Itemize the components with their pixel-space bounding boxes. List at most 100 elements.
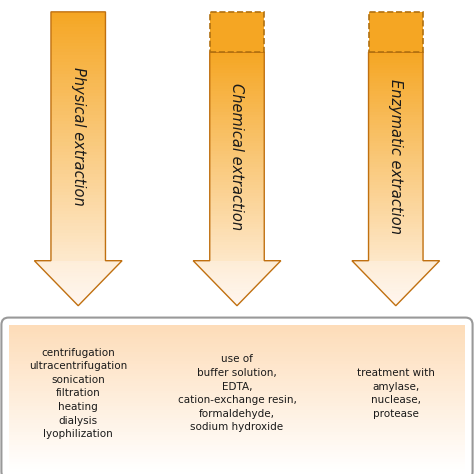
Bar	[368, 89, 423, 91]
Polygon shape	[65, 292, 91, 293]
Bar	[9, 376, 465, 379]
Bar	[210, 162, 264, 164]
Polygon shape	[234, 302, 240, 303]
Bar	[210, 99, 264, 102]
Bar	[51, 149, 106, 152]
Bar	[51, 255, 106, 257]
Polygon shape	[44, 270, 113, 271]
Bar	[51, 146, 106, 149]
Polygon shape	[365, 273, 427, 274]
Polygon shape	[215, 283, 259, 284]
Bar	[368, 97, 423, 99]
Bar	[210, 227, 264, 229]
Bar	[368, 57, 423, 60]
Bar	[9, 327, 465, 329]
Bar	[51, 130, 106, 133]
Bar	[368, 112, 423, 115]
Polygon shape	[371, 280, 421, 281]
Bar	[368, 60, 423, 63]
Polygon shape	[229, 298, 245, 299]
Polygon shape	[220, 288, 254, 289]
Bar	[368, 243, 423, 245]
Polygon shape	[194, 262, 280, 263]
Polygon shape	[224, 292, 250, 293]
Bar	[368, 143, 423, 146]
Bar	[9, 349, 465, 352]
Polygon shape	[372, 281, 420, 282]
Polygon shape	[53, 280, 103, 281]
Bar	[9, 445, 465, 447]
Bar	[9, 438, 465, 440]
Polygon shape	[206, 274, 268, 275]
Bar	[368, 63, 423, 65]
Bar	[210, 170, 264, 172]
Bar	[9, 410, 465, 413]
Bar	[51, 248, 106, 251]
Polygon shape	[379, 288, 413, 289]
Bar	[51, 124, 106, 127]
Polygon shape	[389, 299, 402, 300]
Bar	[51, 115, 106, 118]
Bar	[210, 63, 264, 65]
Bar	[210, 190, 264, 193]
Polygon shape	[211, 279, 263, 280]
Bar	[9, 369, 465, 371]
Bar	[210, 180, 264, 182]
Bar	[368, 115, 423, 118]
Bar	[51, 233, 106, 236]
Bar	[210, 201, 264, 203]
Bar	[9, 339, 465, 342]
Bar	[9, 391, 465, 393]
Polygon shape	[209, 277, 265, 278]
Bar	[210, 159, 264, 162]
Bar	[368, 229, 423, 232]
Bar	[51, 30, 106, 34]
Bar	[9, 415, 465, 418]
Polygon shape	[66, 293, 90, 294]
Bar	[210, 81, 264, 83]
Polygon shape	[374, 283, 418, 284]
Polygon shape	[218, 286, 256, 287]
Bar	[9, 467, 465, 469]
Bar	[51, 251, 106, 255]
Bar	[51, 164, 106, 167]
Bar	[51, 139, 106, 143]
Polygon shape	[197, 264, 277, 265]
Bar	[9, 379, 465, 381]
Bar	[9, 386, 465, 388]
Bar	[51, 173, 106, 177]
Polygon shape	[213, 281, 261, 282]
Bar	[9, 403, 465, 405]
Bar	[210, 102, 264, 104]
Bar	[51, 152, 106, 155]
Bar	[51, 186, 106, 189]
Bar	[368, 91, 423, 94]
Bar	[9, 396, 465, 398]
Bar	[51, 118, 106, 121]
Bar	[210, 136, 264, 138]
Polygon shape	[385, 295, 406, 296]
Bar	[210, 78, 264, 81]
Bar	[51, 143, 106, 146]
Bar	[210, 253, 264, 255]
Bar	[210, 55, 264, 57]
Polygon shape	[378, 287, 414, 288]
Bar	[210, 250, 264, 253]
Bar	[368, 151, 423, 154]
Bar	[210, 73, 264, 76]
Bar	[51, 83, 106, 87]
Bar	[368, 203, 423, 206]
Bar	[210, 224, 264, 227]
Bar	[9, 354, 465, 356]
Bar	[210, 185, 264, 188]
Polygon shape	[76, 303, 81, 304]
Bar	[51, 15, 106, 18]
Polygon shape	[210, 278, 264, 279]
Polygon shape	[235, 303, 239, 304]
Polygon shape	[375, 284, 417, 285]
Polygon shape	[54, 281, 102, 282]
Bar	[51, 245, 106, 248]
Polygon shape	[376, 285, 416, 286]
Polygon shape	[395, 305, 396, 306]
Bar	[368, 185, 423, 188]
